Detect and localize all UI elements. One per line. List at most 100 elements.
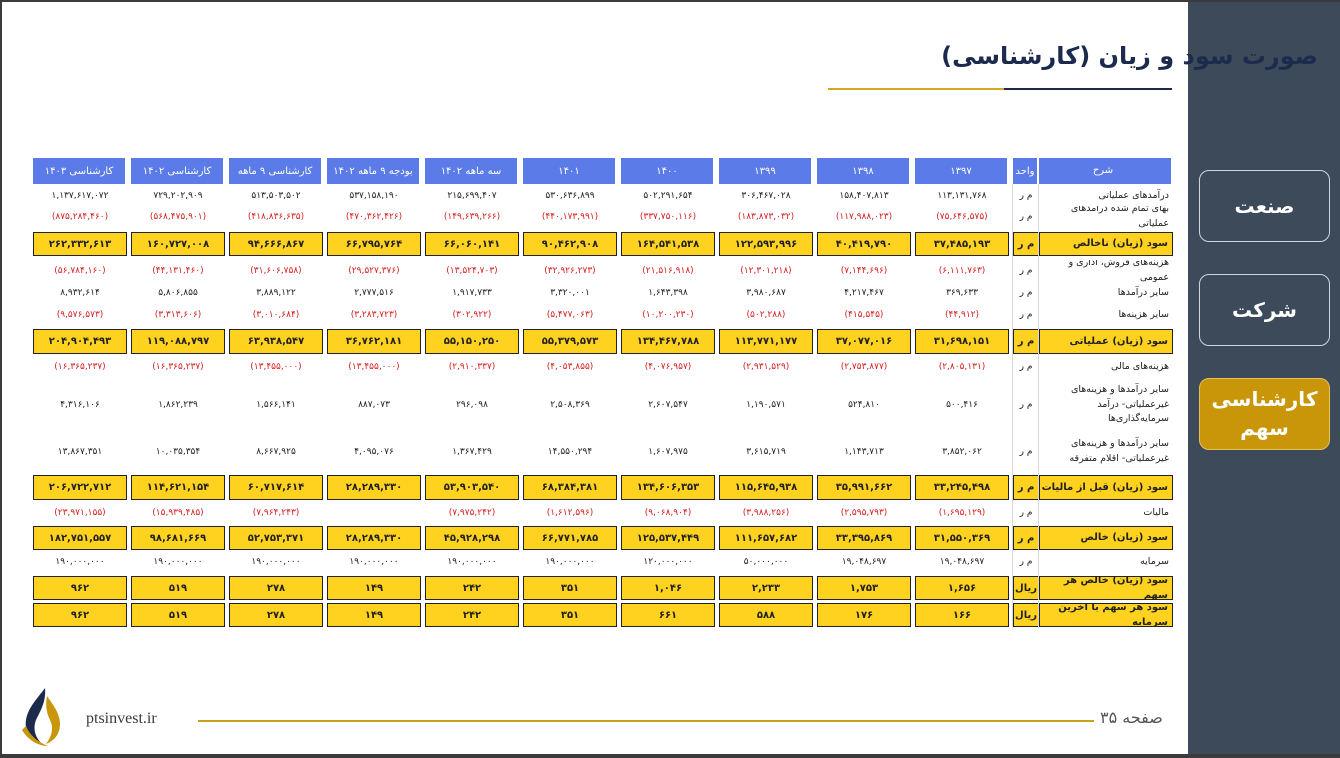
row-value: ۱۳۴,۴۶۷,۷۸۸ [621, 329, 715, 354]
row-value: ۹۴,۶۶۶,۸۶۷ [229, 232, 323, 256]
row-value: (۱۶,۳۶۵,۲۳۷) [152, 362, 204, 372]
website-link[interactable]: ptsinvest.ir [86, 710, 157, 727]
row-value: ۵,۸۰۶,۸۵۵ [158, 288, 198, 298]
row-value: (۹,۵۷۶,۵۷۳) [56, 310, 104, 320]
table-row: سود (زیان) خالص هر سهم ریال ۱,۶۵۶ ۱,۷۵۳ ۲,۲۳… [26, 576, 1173, 600]
row-value: ۱,۱۳۷,۶۱۷,۰۷۲ [51, 191, 109, 201]
row-value: ۶۶,۷۷۱,۷۸۵ [523, 526, 617, 550]
row-value: ۹۸,۶۸۱,۶۶۹ [131, 526, 225, 550]
header-period: سه ماهه ۱۴۰۲ [425, 158, 519, 184]
row-value: ۳۳,۲۴۵,۴۹۸ [915, 475, 1009, 500]
row-value: (۴۱۸,۸۳۶,۶۳۵) [247, 212, 305, 222]
row-description: سود (زیان) ناخالص [1039, 232, 1173, 256]
row-description: سایر درآمدها و هزینه‌های غیرعملیاتی- درآ… [1070, 383, 1169, 425]
row-value: ۳,۹۸۰,۶۸۷ [746, 288, 786, 298]
row-value: ۱۱۱,۶۵۷,۶۸۲ [719, 526, 813, 550]
row-value: ۱,۱۹۰,۵۷۱ [746, 400, 786, 410]
row-value: ۱,۷۵۳ [817, 576, 911, 600]
row-value: ۵۱۹ [131, 603, 225, 627]
table-row: سود (زیان) قبل از مالیات م ر ۳۳,۲۴۵,۴۹۸ ۳۵,… [26, 475, 1173, 500]
row-value: ۱,۹۱۷,۷۳۳ [452, 288, 492, 298]
header-period: کارشناسی ۹ ماهه [229, 158, 323, 184]
row-value: ۶۸,۳۸۴,۳۸۱ [523, 475, 617, 500]
row-value: ۱۶۴,۵۴۱,۵۳۸ [621, 232, 715, 256]
page-number: صفحه ۳۵ [1100, 708, 1163, 727]
row-value: ۱۹,۰۴۸,۶۹۷ [841, 557, 887, 567]
page-title: صورت سود و زیان (کارشناسی) [941, 42, 1318, 70]
row-value: ۴,۲۱۷,۴۶۷ [844, 288, 884, 298]
row-unit: م ر [1013, 526, 1039, 550]
row-value: (۷۵,۶۴۶,۵۷۵) [936, 212, 988, 222]
header-period: ۱۴۰۱ [523, 158, 617, 184]
row-description: هزینه‌های فروش، اداری و عمومی [1068, 260, 1169, 282]
row-value: ۵۳۷,۱۵۸,۱۹۰ [349, 191, 399, 201]
row-value: (۱۰,۲۰۰,۲۳۰) [642, 310, 694, 320]
row-value: ۱,۵۶۶,۱۴۱ [256, 400, 296, 410]
row-value: (۶,۱۱۱,۷۶۳) [938, 266, 986, 276]
row-value: ۴۵,۹۲۸,۲۹۸ [425, 526, 519, 550]
row-value: ۲۶۲,۳۳۲,۶۱۳ [33, 232, 127, 256]
row-value: (۲,۵۹۵,۷۹۳) [840, 508, 888, 518]
row-value: ۱,۳۶۷,۴۲۹ [452, 447, 492, 457]
row-unit: م ر [1019, 191, 1033, 201]
row-value: (۲,۹۱۰,۳۳۷) [448, 362, 496, 372]
row-description: بهای تمام شده درآمدهای عملیاتی [1070, 206, 1169, 228]
row-value: ۳۱,۵۵۰,۳۶۹ [915, 526, 1009, 550]
row-value: (۱۴۹,۶۳۹,۲۶۶) [443, 212, 501, 222]
row-value: (۲,۹۳۱,۵۲۹) [742, 362, 790, 372]
row-value: ۱۶۰,۷۲۷,۰۰۸ [131, 232, 225, 256]
table-row: هزینه‌های مالی م ر (۲,۸۰۵,۱۳۱) (۲,۷۵۳,۸۷۷) (… [26, 356, 1173, 378]
nav-industry-button[interactable]: صنعت [1199, 170, 1330, 242]
row-unit: م ر [1019, 557, 1033, 567]
row-value: ۲۱۵,۶۹۹,۴۰۷ [447, 191, 497, 201]
row-value: (۸۷۵,۲۸۴,۴۶۰) [51, 212, 109, 222]
row-value: ۱۸۲,۷۵۱,۵۵۷ [33, 526, 127, 550]
table-header-row: شرح واحد ۱۳۹۷ ۱۳۹۸ ۱۳۹۹ ۱۴۰۰ ۱۴۰۱ سه ماهه ۱۴۰۲ ب… [26, 158, 1173, 184]
row-value: ۵۲,۷۵۳,۳۷۱ [229, 526, 323, 550]
row-value: (۷,۹۶۴,۲۴۳) [252, 508, 300, 518]
company-logo-icon [22, 688, 60, 746]
row-value: (۱۳,۴۵۵,۰۰۰) [250, 362, 302, 372]
row-value: (۱۶,۳۶۵,۲۳۷) [54, 362, 106, 372]
row-description: سایر درآمدها و هزینه‌های غیرعملیاتی- اقل… [1069, 438, 1169, 464]
row-value: ۳۰۶,۴۶۷,۰۲۸ [741, 191, 791, 201]
row-value: ۶۶۱ [621, 603, 715, 627]
row-value: ۹۰,۴۶۲,۹۰۸ [523, 232, 617, 256]
row-value: (۴۷۰,۳۶۲,۴۲۶) [345, 212, 403, 222]
row-value: ۱۶۶ [915, 603, 1009, 627]
row-value: ۵۳۰,۶۳۶,۸۹۹ [545, 191, 595, 201]
header-period: کارشناسی ۱۴۰۲ [131, 158, 225, 184]
row-value: (۵,۴۷۷,۰۶۳) [546, 310, 594, 320]
row-value: ۶۶,۷۹۵,۷۶۴ [327, 232, 421, 256]
row-value: ۱۲۲,۵۹۳,۹۹۶ [719, 232, 813, 256]
nav-company-button[interactable]: شرکت [1199, 274, 1330, 346]
row-description: سود (زیان) خالص هر سهم [1039, 576, 1173, 600]
row-description: مالیات [1143, 506, 1169, 518]
row-unit: م ر [1019, 288, 1033, 298]
row-value: ۱,۶۰۷,۹۷۵ [648, 447, 688, 457]
row-value: ۵۰,۰۰۰,۰۰۰ [743, 557, 789, 567]
row-value: ۳۱,۶۹۸,۱۵۱ [915, 329, 1009, 354]
row-value: (۳,۰۱۰,۶۸۴) [252, 310, 300, 320]
row-value: (۳,۳۱۳,۶۰۶) [154, 310, 202, 320]
row-value: ۱,۶۴۳,۳۹۸ [648, 288, 688, 298]
row-value: ۳۶,۷۶۲,۱۸۱ [327, 329, 421, 354]
row-value: (۳۲,۹۲۶,۲۷۳) [544, 266, 596, 276]
row-value: (۲۹,۵۲۷,۳۷۶) [348, 266, 400, 276]
row-value: ۳۳,۳۹۵,۸۶۹ [817, 526, 911, 550]
row-value: ۲۸,۲۸۹,۳۳۰ [327, 526, 421, 550]
row-value: ۵۲۴,۸۱۰ [848, 400, 880, 410]
row-value: ۱۲۰,۰۰۰,۰۰۰ [643, 557, 693, 567]
row-description: سایر هزینه‌ها [1118, 308, 1169, 320]
row-value: ۹۶۲ [33, 603, 127, 627]
row-value: ۱۱۵,۶۴۵,۹۳۸ [719, 475, 813, 500]
row-value: (۵۶۸,۴۷۵,۹۰۱) [149, 212, 207, 222]
row-value: ۲,۷۷۷,۵۱۶ [354, 288, 394, 298]
row-description: هزینه‌های مالی [1110, 360, 1169, 372]
row-value: ۶۶,۰۶۰,۱۴۱ [425, 232, 519, 256]
title-underline-accent [828, 88, 1004, 90]
nav-stock-valuation-button[interactable]: کارشناسی سهم [1199, 378, 1330, 450]
column-divider [1012, 184, 1013, 628]
table-row: سایر درآمدها م ر ۳۶۹,۶۳۳ ۴,۲۱۷,۴۶۷ ۳,۹۸۰,۶۸۷… [26, 282, 1173, 304]
table-row: سود هر سهم با آخرین سرمایه ریال ۱۶۶ ۱۷۶ ۵۸۸ ۶… [26, 603, 1173, 627]
